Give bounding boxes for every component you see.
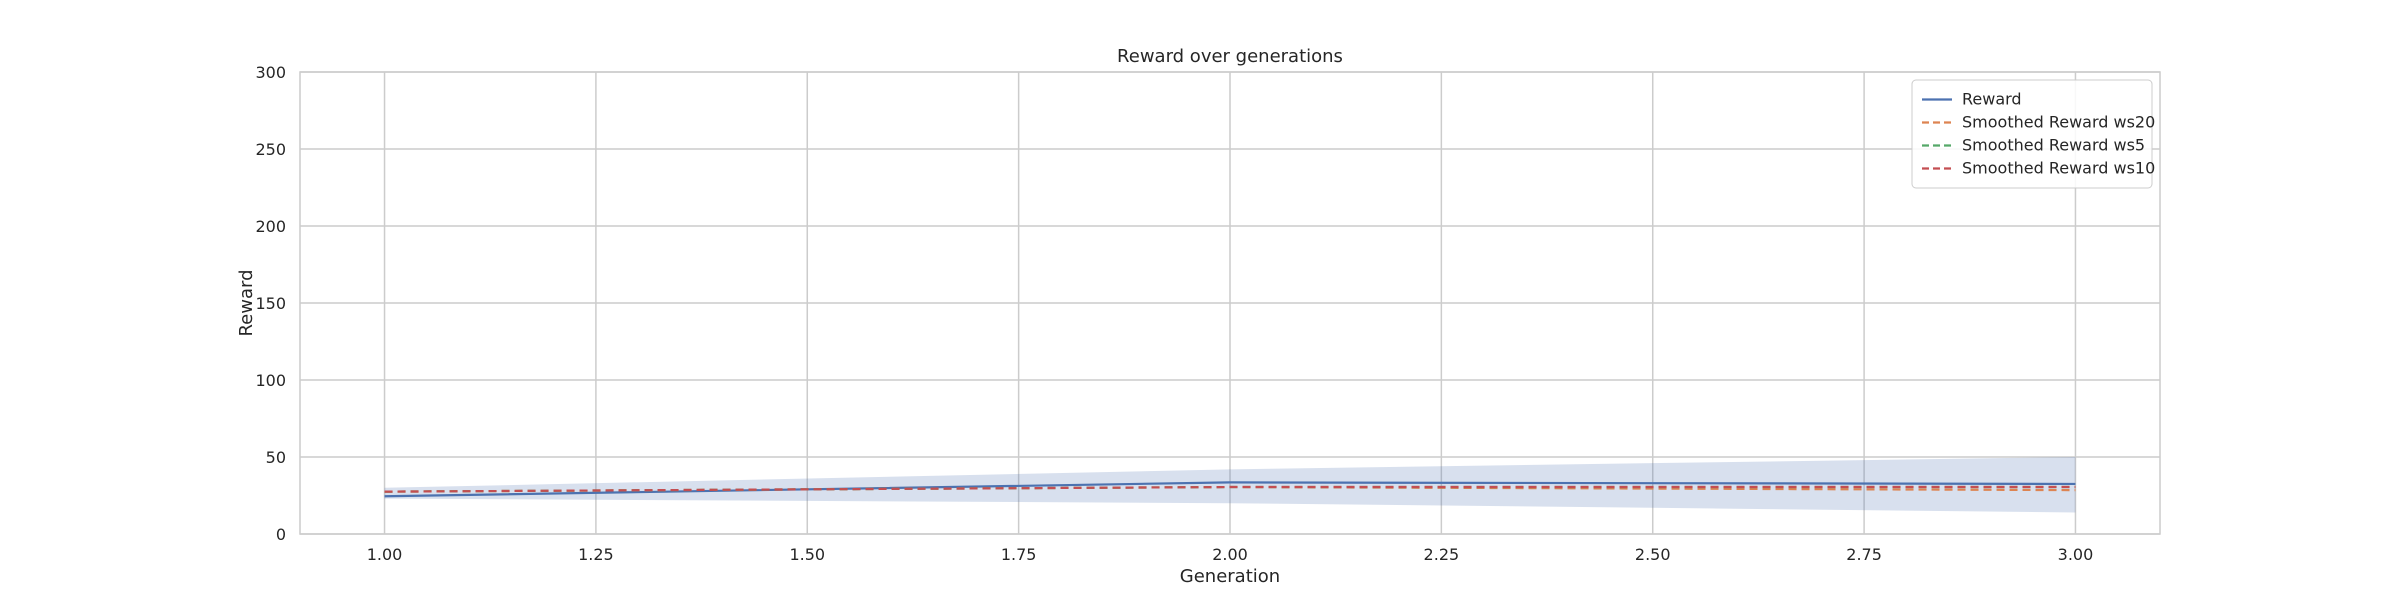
series-lines-layer [384, 481, 2076, 498]
x-tick-label: 2.25 [1424, 545, 1460, 564]
y-tick-label: 100 [255, 371, 286, 390]
x-tick-label: 1.50 [789, 545, 825, 564]
x-tick-label: 3.00 [2058, 545, 2094, 564]
y-tick-label: 250 [255, 140, 286, 159]
series-line-0 [384, 481, 2076, 498]
chart-legend: Reward Smoothed Reward ws20 Smoothed Rewar… [1911, 79, 2155, 189]
x-tick-label: 2.50 [1635, 545, 1671, 564]
x-axis-label: Generation [1180, 566, 1280, 587]
y-tick-label: 50 [266, 448, 286, 467]
y-axis-label: Reward [236, 269, 257, 336]
plot-area-frame [299, 71, 2161, 535]
legend-label: Smoothed Reward ws10 [1962, 159, 2155, 178]
legend-box [1911, 79, 2153, 189]
chart-title: Reward over generations [1117, 46, 1343, 67]
x-tick-label: 2.75 [1846, 545, 1882, 564]
series-line-3 [384, 485, 2076, 493]
y-tick-label: 300 [255, 63, 286, 82]
legend-label: Smoothed Reward ws5 [1962, 136, 2145, 155]
x-tick-label: 1.75 [1001, 545, 1037, 564]
y-tick-label: 150 [255, 294, 286, 313]
legend-label: Reward [1962, 90, 2022, 109]
y-tick-label: 200 [255, 217, 286, 236]
legend-label: Smoothed Reward ws20 [1962, 113, 2155, 132]
x-tick-label: 1.25 [578, 545, 614, 564]
x-tick-label: 1.00 [367, 545, 403, 564]
tick-labels: 1.00 1.25 1.50 1.75 2.00 2.25 2.50 2.75 3.00 0 50 1… [255, 63, 2093, 564]
confidence-band-layer [384, 457, 2076, 513]
y-tick-label: 0 [276, 525, 286, 544]
reward-confidence-band [384, 457, 2076, 513]
x-tick-label: 2.00 [1212, 545, 1248, 564]
